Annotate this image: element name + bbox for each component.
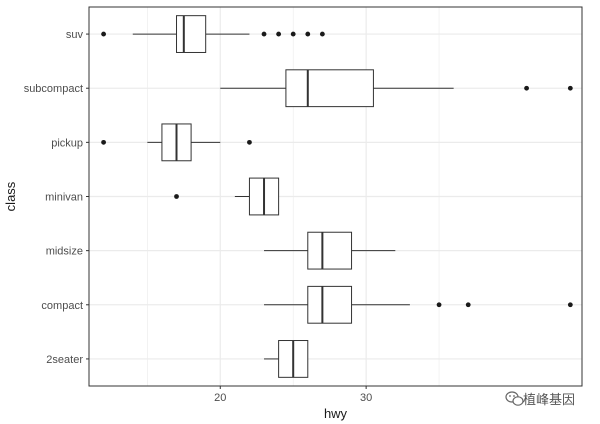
box-subcompact	[220, 69, 454, 108]
outlier-points	[101, 31, 573, 308]
box-minivan	[234, 177, 280, 216]
outlier-point-compact	[436, 302, 442, 308]
x-axis-title: hwy	[324, 406, 348, 421]
iqr-box	[307, 285, 353, 324]
x-axis-ticks: 20 30	[214, 386, 372, 404]
y-tick-label: 2seater	[46, 354, 83, 366]
watermark: 植峰基因	[505, 391, 575, 407]
iqr-box	[176, 15, 207, 53]
iqr-box	[285, 69, 374, 108]
outlier-point-suv	[319, 31, 325, 37]
y-tick-label: subcompact	[24, 83, 83, 95]
outlier-point-suv	[290, 31, 296, 37]
y-tick-label: compact	[41, 300, 83, 312]
outlier-point-subcompact	[567, 85, 573, 91]
y-axis-ticks: 2seater compact midsize minivan pickup subcom…	[24, 29, 89, 366]
outlier-point-compact	[465, 302, 471, 308]
y-tick-label: midsize	[46, 246, 83, 258]
y-tick-label: pickup	[51, 137, 83, 149]
boxes	[132, 15, 454, 378]
wechat-icon	[505, 391, 524, 406]
outlier-point-pickup	[101, 139, 106, 145]
box-compact	[264, 285, 410, 324]
outlier-point-suv	[261, 31, 267, 37]
outlier-point-subcompact	[524, 85, 529, 91]
y-axis-title: class	[3, 181, 18, 211]
outlier-point-suv	[276, 31, 282, 37]
y-tick-label: suv	[66, 29, 84, 41]
watermark-text: 植峰基因	[523, 392, 575, 407]
outlier-point-suv	[101, 31, 106, 37]
outlier-point-minivan	[174, 194, 179, 199]
y-tick-label: minivan	[45, 192, 83, 204]
outlier-point-pickup	[247, 139, 252, 145]
iqr-box	[307, 231, 353, 270]
x-tick-label: 30	[360, 392, 372, 404]
box-suv	[132, 15, 250, 53]
box-pickup	[147, 123, 221, 162]
box-midsize	[264, 231, 396, 270]
outlier-point-compact	[567, 302, 573, 308]
box-2seater	[264, 340, 309, 378]
outlier-point-suv	[305, 31, 311, 37]
x-tick-label: 20	[214, 392, 226, 404]
